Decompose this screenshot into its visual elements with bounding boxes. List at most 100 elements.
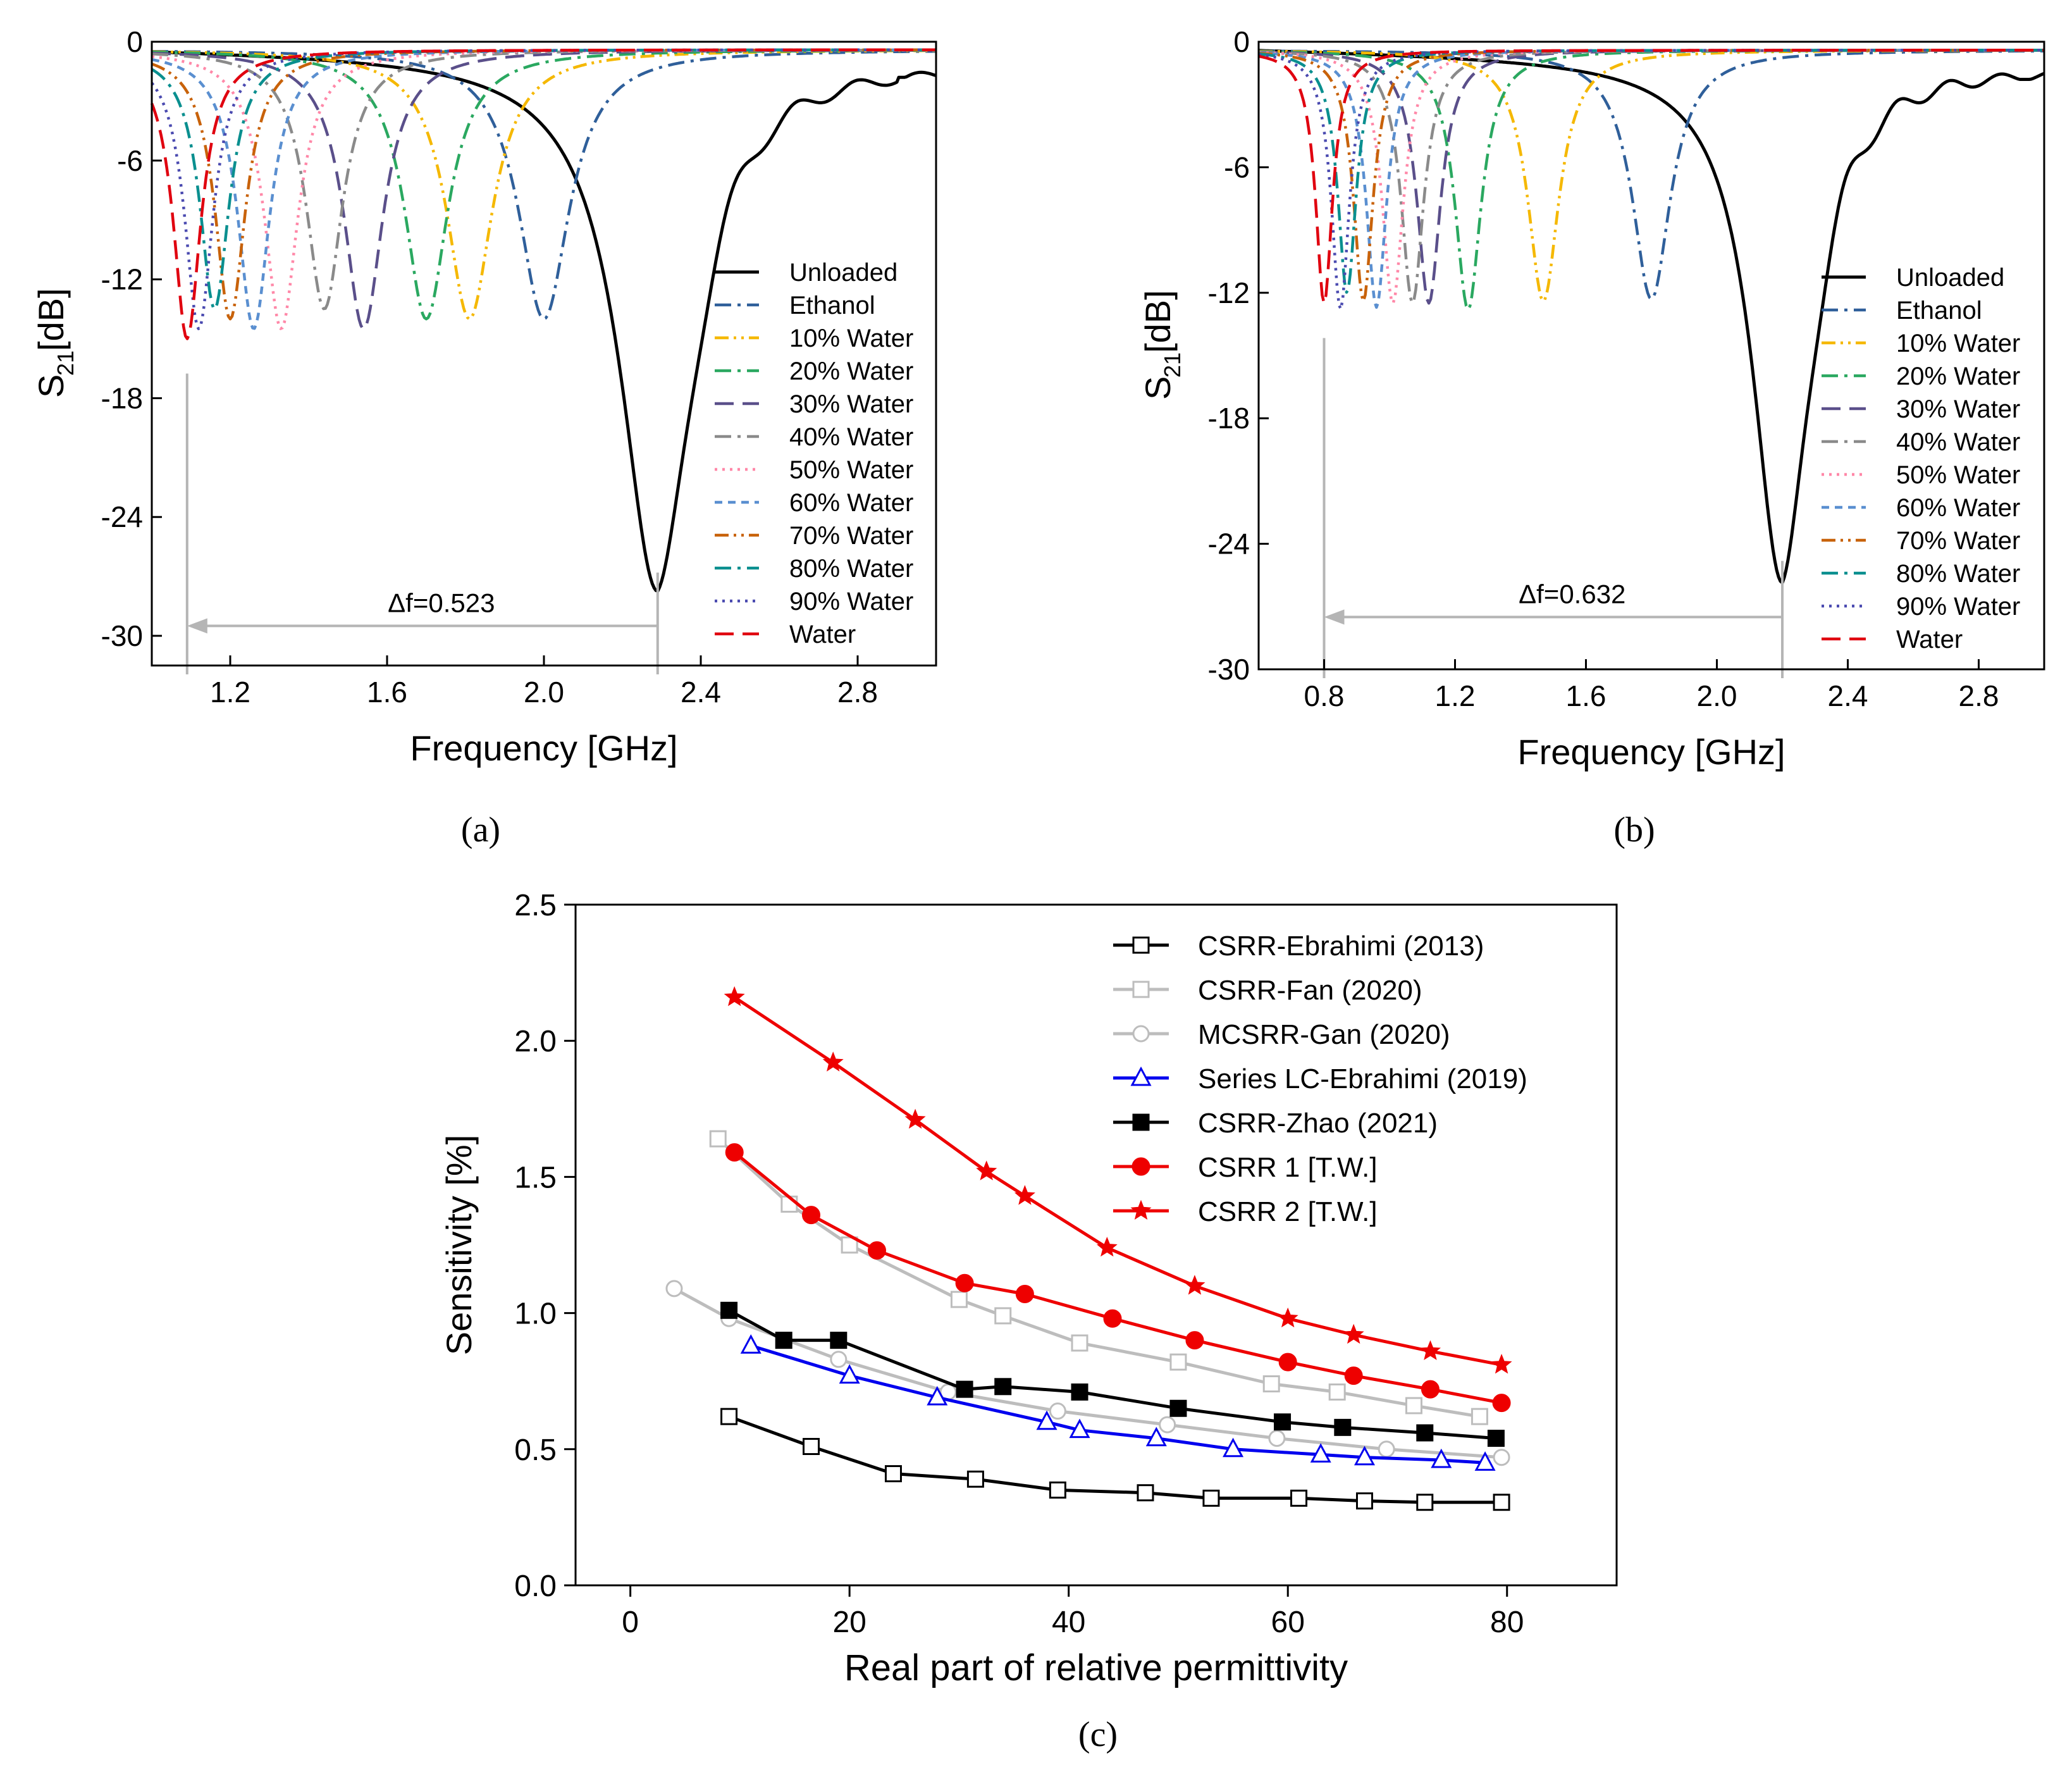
legend-marker-series_lc [1130, 1066, 1152, 1086]
data-point-series_lc [1354, 1446, 1376, 1466]
x-tick-label: 80 [1490, 1606, 1524, 1639]
legend-label-w70: 70% Water [1896, 527, 2020, 555]
data-point-series_lc [1223, 1437, 1244, 1458]
data-point-series_lc [927, 1385, 948, 1406]
legend-marker-zhao2021 [1132, 1113, 1150, 1131]
data-point-ebrahimi2013 [1355, 1492, 1373, 1510]
y-axis-title-subscript: 21 [1159, 352, 1185, 378]
legend-label-w30: 30% Water [789, 390, 913, 418]
legend-label-w60: 60% Water [789, 489, 913, 517]
legend-label-w60: 60% Water [1896, 494, 2020, 522]
data-point-ebrahimi2013 [884, 1465, 902, 1483]
y-tick-label: 0 [1233, 25, 1250, 58]
data-point-csrr1 [1278, 1353, 1297, 1372]
x-axis-title: Real part of relative permittivity [844, 1647, 1348, 1688]
y-axis-title: Sensitivity [%] [439, 1135, 479, 1356]
panel-b: Δf=0.632 0.8 1.2 1.6 2.0 2.4 2.8 0 -6 -12 -18 -24 -… [1138, 25, 2045, 850]
data-point-csrr2 [1491, 1354, 1512, 1374]
data-point-gan2020 [665, 1280, 683, 1297]
y-tick-label: -6 [117, 144, 143, 177]
legend-label-w90: 90% Water [1896, 593, 2020, 621]
data-point-gan2020 [1049, 1403, 1066, 1420]
series-line-w90 [151, 48, 936, 330]
data-point-ebrahimi2013 [1290, 1489, 1308, 1507]
y-tick-label: 1.5 [514, 1161, 557, 1194]
data-point-fan2020 [1169, 1353, 1187, 1371]
legend-label-ethanol: Ethanol [1896, 297, 1982, 325]
x-tick-label: 2.8 [1959, 679, 1999, 712]
data-point-gan2020 [1159, 1416, 1176, 1434]
legend-label-csrr1: CSRR 1 [T.W.] [1198, 1152, 1378, 1183]
data-point-zhao2021 [1334, 1418, 1352, 1436]
y-tick-label: -30 [101, 619, 143, 652]
data-point-fan2020 [994, 1307, 1012, 1325]
x-tick-label: 0.8 [1304, 679, 1345, 712]
series-line-w90 [1258, 49, 2044, 311]
legend-label-water: Water [789, 621, 856, 648]
legend-label-zhao2021: CSRR-Zhao (2021) [1198, 1108, 1438, 1139]
legend-label-w40: 40% Water [789, 423, 913, 451]
x-tick-label: 2.0 [524, 676, 564, 709]
legend-label-w30: 30% Water [1896, 395, 2020, 423]
y-axis-title-group: Sensitivity [%] [439, 1135, 479, 1356]
series-line-csrr2 [733, 996, 1502, 1366]
y-tick-label: 0 [126, 25, 143, 58]
legend-label-gan2020: MCSRR-Gan (2020) [1198, 1019, 1450, 1050]
data-point-csrr2 [1184, 1275, 1206, 1295]
series-line-w10 [1259, 49, 2044, 303]
x-tick-label: 0 [622, 1606, 639, 1639]
data-point-csrr1 [725, 1143, 744, 1162]
data-point-ebrahimi2013 [1202, 1489, 1220, 1507]
data-point-csrr1 [1103, 1309, 1122, 1328]
data-point-ebrahimi2013 [966, 1470, 984, 1488]
y-axis-title-subscript: 21 [52, 350, 78, 376]
data-point-zhao2021 [994, 1378, 1012, 1396]
x-axis-title: Frequency [GHz] [1517, 732, 1785, 772]
data-point-zhao2021 [720, 1301, 738, 1319]
data-point-zhao2021 [956, 1380, 973, 1398]
legend-label-ethanol: Ethanol [789, 292, 875, 319]
x-tick-label: 40 [1052, 1606, 1085, 1639]
legend-label-w70: 70% Water [789, 522, 913, 550]
y-tick-label: 2.5 [514, 889, 557, 922]
data-point-fan2020 [1071, 1334, 1088, 1352]
x-tick-label: 1.2 [210, 676, 250, 709]
data-point-series_lc [1036, 1410, 1058, 1430]
data-point-ebrahimi2013 [1416, 1494, 1434, 1511]
delta-f-arrow-head [187, 618, 207, 634]
x-tick-label: 1.2 [1435, 679, 1476, 712]
data-point-series_lc [1431, 1448, 1452, 1468]
data-point-csrr1 [802, 1206, 821, 1225]
data-point-fan2020 [709, 1130, 727, 1148]
y-axis-title-unit: [dB] [1138, 290, 1178, 353]
data-point-fan2020 [1262, 1375, 1280, 1393]
data-point-gan2020 [1268, 1430, 1286, 1447]
legend-label-w50: 50% Water [789, 456, 913, 484]
data-point-csrr2 [1096, 1236, 1118, 1257]
data-point-zhao2021 [1071, 1383, 1088, 1401]
data-point-zhao2021 [775, 1332, 792, 1349]
legend-label-w20: 20% Water [789, 357, 913, 385]
data-point-csrr2 [1014, 1185, 1035, 1205]
y-tick-label: -24 [1208, 528, 1250, 560]
data-point-series_lc [740, 1334, 762, 1354]
data-point-csrr2 [1277, 1307, 1298, 1328]
data-point-ebrahimi2013 [720, 1408, 738, 1425]
data-point-series_lc [839, 1364, 860, 1384]
data-point-csrr1 [1421, 1380, 1440, 1399]
data-point-ebrahimi2013 [1137, 1484, 1154, 1502]
legend-label-w40: 40% Water [1896, 428, 2020, 456]
legend-label-water: Water [1896, 626, 1963, 653]
legend-label-w20: 20% Water [1896, 362, 2020, 390]
y-tick-label: 0.5 [514, 1434, 557, 1467]
caption-b: (b) [1613, 810, 1655, 850]
series-line-w60 [151, 48, 936, 330]
x-tick-label: 1.6 [367, 676, 407, 709]
legend-label-ebrahimi2013: CSRR-Ebrahimi (2013) [1198, 931, 1484, 962]
data-point-fan2020 [1328, 1383, 1346, 1401]
legend-label-csrr2: CSRR 2 [T.W.] [1198, 1196, 1378, 1227]
x-tick-label: 2.4 [1828, 679, 1868, 712]
data-point-csrr1 [955, 1273, 974, 1292]
y-axis-title-unit: [dB] [31, 288, 71, 351]
